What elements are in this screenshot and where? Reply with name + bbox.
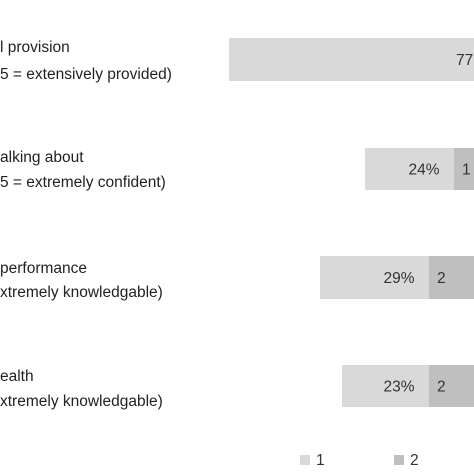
- data-label-row4-series2: 2: [437, 379, 446, 396]
- category-label-1-line-1: l provision: [0, 39, 70, 56]
- legend-label-series2: 2: [410, 452, 419, 469]
- legend-swatch-series1: [300, 455, 310, 465]
- category-label-2-line-2: 5 = extremely confident): [0, 174, 166, 191]
- bar-segment-row2-series1: [365, 148, 454, 190]
- category-label-3-line-1: performance: [0, 260, 87, 277]
- category-label-4-line-1: ealth: [0, 368, 34, 385]
- bar-segment-row2-series2: [454, 148, 474, 190]
- category-label-3-line-2: xtremely knowledgable): [0, 284, 163, 301]
- category-label-4-line-2: xtremely knowledgable): [0, 393, 163, 410]
- data-label-row3-series2: 2: [437, 270, 446, 287]
- category-labels: l provision 5 = extensively provided) alki…: [0, 39, 172, 410]
- category-label-2-line-1: alking about: [0, 149, 84, 166]
- data-label-row2-series2: 1: [462, 162, 471, 179]
- bar-segment-row3-series2: [429, 256, 474, 299]
- data-label-row4-series1: 23%: [383, 379, 414, 396]
- data-label-row3-series1: 29%: [383, 270, 414, 287]
- category-label-1-line-2: 5 = extensively provided): [0, 66, 172, 83]
- data-label-row1-series1: 77: [456, 52, 473, 69]
- bar-segment-row3-series1: [320, 256, 429, 299]
- legend-label-series1: 1: [316, 452, 325, 469]
- data-label-row2-series1: 24%: [408, 162, 439, 179]
- bar-segment-row1-series1: [229, 38, 474, 81]
- legend-swatch-series2: [394, 455, 404, 465]
- bars: 77 24% 1 29% 2 23% 2: [229, 38, 474, 407]
- bar-segment-row4-series1: [342, 365, 429, 407]
- bar-segment-row4-series2: [429, 365, 474, 407]
